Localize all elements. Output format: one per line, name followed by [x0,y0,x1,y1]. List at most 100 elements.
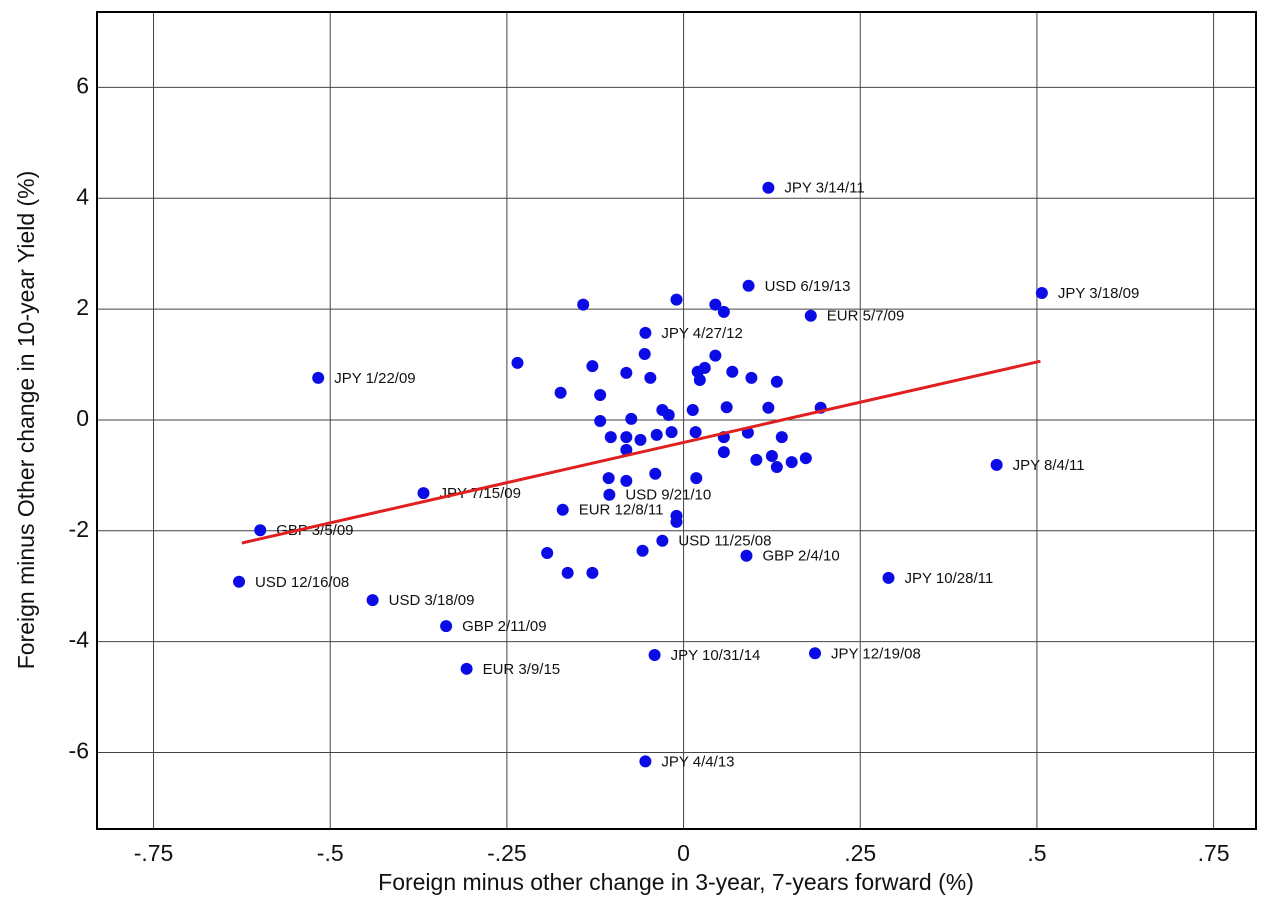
point [634,433,647,446]
y-tick-label: -2 [69,516,89,542]
point [762,401,775,414]
point [720,401,733,414]
point-label: JPY 8/4/11 [1013,457,1085,474]
point [809,647,822,660]
point [625,412,638,425]
point-label: JPY 10/31/14 [671,647,761,664]
y-tick-label: 0 [76,405,89,431]
point [586,566,599,579]
point [785,456,798,469]
x-tick-label: -.25 [487,840,527,866]
point [690,472,703,485]
point [602,472,615,485]
point-label: GBP 3/5/09 [276,522,353,539]
y-tick-label: 6 [76,72,89,98]
point-label: JPY 4/4/13 [661,753,734,770]
point [460,662,473,675]
point [620,366,633,379]
point [662,408,675,421]
y-axis-title: Foreign minus Other change in 10-year Yi… [13,171,39,670]
point [554,386,567,399]
point-label: GBP 2/4/10 [762,548,839,565]
point-label: USD 9/21/10 [625,487,711,504]
point [765,449,778,462]
point [698,361,711,374]
point [577,298,590,311]
point-label: JPY 3/18/09 [1058,285,1139,302]
point [561,566,574,579]
point-label: JPY 10/28/11 [905,570,994,587]
point [775,431,788,444]
point [604,431,617,444]
point [665,426,678,439]
x-tick-label: .25 [844,840,876,866]
x-tick-label: 0 [677,840,690,866]
point-label: JPY 12/19/08 [831,645,921,662]
point-label: USD 12/16/08 [255,574,349,591]
point [717,305,730,318]
point-label: EUR 12/8/11 [579,502,664,519]
point [656,534,669,547]
point [594,389,607,402]
point [620,474,633,487]
point-label: USD 3/18/09 [389,592,475,609]
point-label: JPY 7/15/09 [439,485,520,502]
point [586,360,599,373]
point [650,428,663,441]
point [556,503,569,516]
point [745,371,758,384]
point [620,443,633,456]
point [670,515,683,528]
point [804,309,817,322]
point [799,452,812,465]
point [709,298,722,311]
point [648,648,661,661]
point [312,371,325,384]
y-tick-label: -4 [69,627,90,653]
point [750,453,763,466]
point [726,365,739,378]
point [709,349,722,362]
plot-frame [96,11,1257,830]
x-tick-label: -.75 [134,840,174,866]
point [620,431,633,444]
point [1035,287,1048,300]
point [770,461,783,474]
point-label: JPY 4/27/12 [661,325,742,342]
point [511,356,524,369]
point [594,415,607,428]
point [417,487,430,500]
point-label: USD 6/19/13 [765,278,851,295]
point [603,488,616,501]
y-tick-label: -6 [69,738,89,764]
point [990,458,1003,471]
fit-line [241,359,1041,545]
point-label: USD 11/25/08 [678,533,771,550]
point [742,279,755,292]
point [440,620,453,633]
y-tick-label: 2 [76,294,89,320]
point [366,594,379,607]
x-tick-label: -.5 [317,840,344,866]
point [882,571,895,584]
point [254,524,267,537]
point-label: GBP 2/11/09 [462,618,547,635]
point-label: EUR 3/9/15 [483,661,561,678]
point [686,403,699,416]
point [639,755,652,768]
point [636,544,649,557]
point [689,426,702,439]
x-tick-label: .5 [1027,840,1046,866]
point [233,575,246,588]
point-label: JPY 3/14/11 [784,180,864,197]
point [693,374,706,387]
point [670,293,683,306]
point [639,326,652,339]
point [740,549,753,562]
point [541,546,554,559]
y-tick-label: 4 [76,183,89,209]
point [644,371,657,384]
point-label: EUR 5/7/09 [827,308,905,325]
point [649,467,662,480]
point [762,181,775,194]
